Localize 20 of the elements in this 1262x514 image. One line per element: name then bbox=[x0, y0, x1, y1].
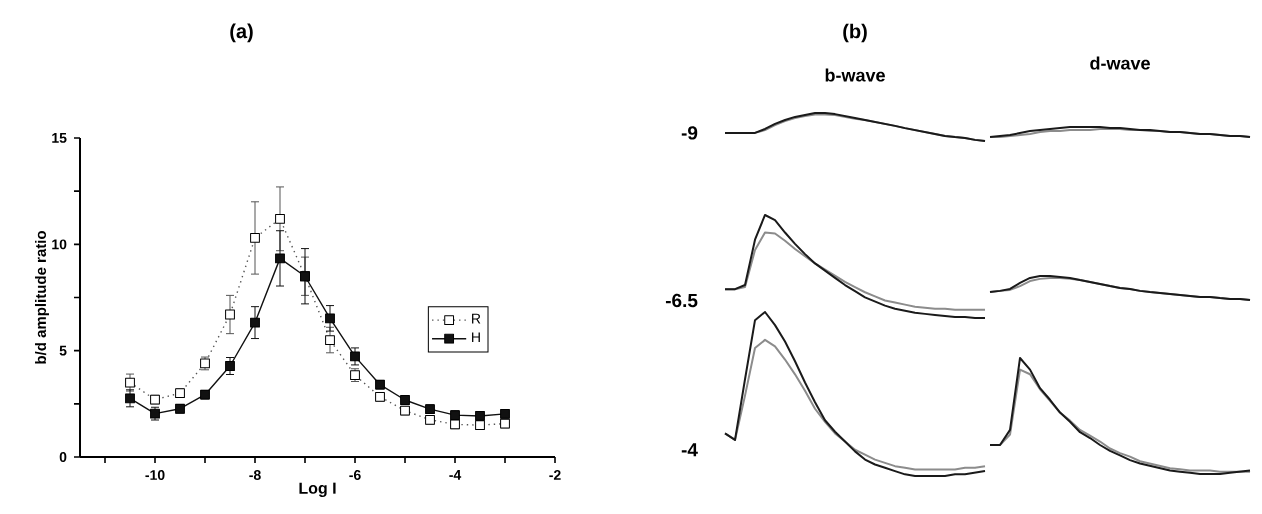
y-axis-title: -4 bbox=[681, 443, 698, 457]
x-tick-label: -10 bbox=[145, 470, 165, 480]
legend-label: R bbox=[472, 313, 481, 324]
y-axis-title: -9 bbox=[681, 126, 698, 140]
x-tick-label: -8 bbox=[249, 470, 261, 480]
chart-title: d-wave bbox=[1090, 56, 1150, 70]
x-tick-label: -4 bbox=[449, 470, 462, 480]
chart-title: (a) bbox=[230, 23, 253, 43]
y-axis-title: b/d amplitude ratio bbox=[35, 231, 49, 364]
y-tick-label: 0 bbox=[59, 452, 67, 462]
chart-title: (b) bbox=[843, 23, 867, 43]
y-tick-label: 5 bbox=[59, 345, 67, 356]
x-axis-title: Log I bbox=[299, 482, 336, 498]
chart-subtitle: b-wave bbox=[825, 68, 885, 82]
x-tick-label: -6 bbox=[349, 470, 361, 480]
legend-label: H bbox=[472, 332, 480, 343]
x-tick-label: -2 bbox=[549, 470, 561, 480]
y-axis-title: -6.5 bbox=[665, 293, 698, 308]
y-tick-label: 10 bbox=[52, 239, 67, 250]
y-tick-label: 15 bbox=[52, 133, 67, 143]
